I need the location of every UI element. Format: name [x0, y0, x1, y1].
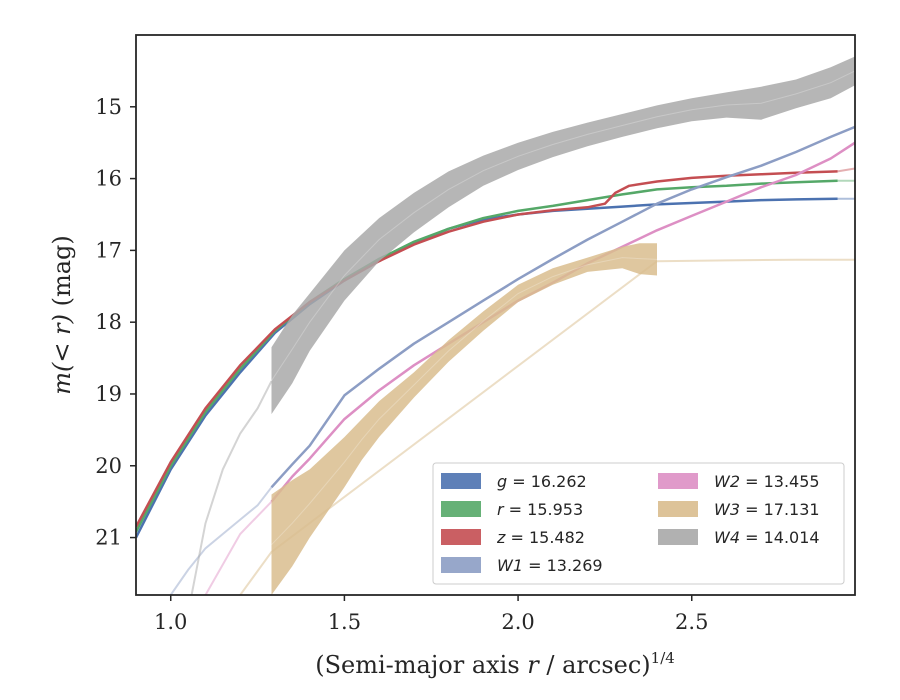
legend-label-value: 15.953: [527, 500, 583, 519]
legend-label-w4: W4 = 14.014: [714, 528, 820, 547]
legend-label-equals: =: [505, 528, 529, 547]
y-axis-label-unit: (mag): [48, 235, 76, 314]
x-tick-label: 1.0: [154, 610, 187, 634]
x-axis-label: (Semi-major axis r / arcsec)1/4: [315, 649, 675, 679]
legend-swatch-g: [441, 473, 481, 489]
series-z-extension: [837, 167, 855, 173]
x-tick-label: 1.5: [328, 610, 361, 634]
y-tick-label: 17: [95, 238, 122, 262]
y-tick-label: 15: [95, 95, 122, 119]
legend-frame: [432, 462, 845, 585]
legend-swatch-w3: [658, 501, 698, 517]
legend-label-z: z = 15.482: [496, 528, 585, 547]
series-w1-line: [270, 125, 855, 489]
legend-label-value: 15.482: [529, 528, 585, 547]
legend-label-var: W3: [714, 500, 740, 519]
x-tick-label: 2.0: [501, 610, 534, 634]
legend-label-equals: =: [740, 528, 764, 547]
legend-swatch-r: [441, 501, 481, 517]
legend-label-equals: =: [504, 500, 528, 519]
legend-label-equals: =: [523, 556, 547, 575]
x-axis-label-variable: r: [527, 651, 540, 679]
legend-label-value: 13.269: [547, 556, 603, 575]
x-tick-label: 2.5: [675, 610, 708, 634]
y-axis-ticks: 15 16 17 18 19 20 21: [95, 95, 136, 550]
legend-label-w3: W3 = 17.131: [714, 500, 820, 519]
y-tick-label: 20: [95, 454, 122, 478]
legend-label-value: 16.262: [531, 472, 587, 491]
y-tick-label: 16: [95, 167, 122, 191]
legend-label-w2: W2 = 13.455: [714, 472, 820, 491]
x-axis-label-unit: / arcsec): [539, 651, 651, 679]
y-axis-label-main: m(< r): [48, 314, 76, 395]
legend-label-value: 13.455: [764, 472, 820, 491]
legend-label-g: g = 16.262: [497, 472, 587, 491]
legend-label-equals: =: [740, 500, 764, 519]
legend-label-value: 14.014: [764, 528, 820, 547]
y-tick-label: 21: [95, 526, 122, 550]
legend-label-equals: =: [740, 472, 764, 491]
series-z-line: [136, 170, 838, 528]
legend-label-r: r = 15.953: [497, 500, 583, 519]
series-r-line: [136, 179, 838, 533]
series-layer: [136, 56, 855, 595]
legend-label-equals: =: [507, 472, 531, 491]
series-w2-extension: [204, 501, 273, 595]
series-w4-median: [271, 70, 855, 381]
series-w3-extension: [239, 258, 855, 595]
x-axis-label-exponent: 1/4: [651, 649, 675, 667]
series-w4-extension: [190, 380, 273, 595]
series-w4-band: [271, 56, 855, 415]
y-tick-label: 19: [95, 382, 122, 406]
legend-swatch-w4: [658, 529, 698, 545]
legend-label-var: r: [497, 500, 505, 519]
legend-label-var: z: [496, 528, 506, 547]
series-w1-extension: [169, 486, 273, 595]
series-g-line: [136, 197, 838, 539]
y-axis-label: m(< r) (mag): [48, 235, 76, 395]
legend-label-value: 17.131: [764, 500, 820, 519]
x-axis-ticks: 1.0 1.5 2.0 2.5: [154, 595, 708, 634]
legend-swatch-z: [441, 529, 481, 545]
legend-items: g = 16.262 r = 15.953 z = 15.482 W1 = 13.26…: [441, 472, 820, 575]
legend-swatch-w2: [658, 473, 698, 489]
legend-label-w1: W1 = 13.269: [497, 556, 603, 575]
legend-label-var: W1: [497, 556, 523, 575]
legend: g = 16.262 r = 15.953 z = 15.482 W1 = 13.26…: [432, 462, 845, 585]
series-w3-median: [271, 257, 658, 546]
legend-swatch-w1: [441, 557, 481, 573]
x-axis-label-main: (Semi-major axis: [315, 651, 527, 679]
legend-label-var: g: [497, 472, 507, 491]
legend-label-var: W4: [714, 528, 740, 547]
legend-label-var: W2: [714, 472, 740, 491]
y-tick-label: 18: [95, 310, 122, 334]
plot-frame: [135, 34, 856, 596]
